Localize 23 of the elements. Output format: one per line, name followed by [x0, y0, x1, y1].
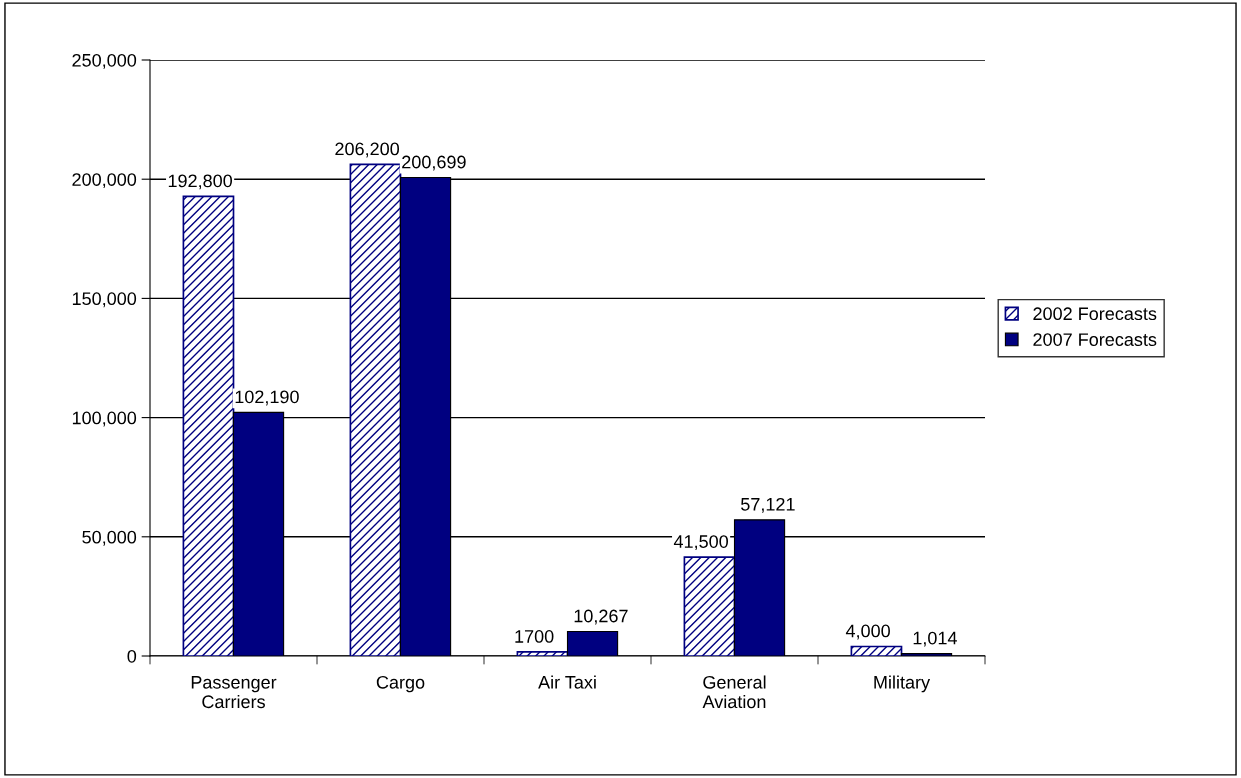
x-tick-label: Passenger Carriers — [191, 676, 277, 709]
data-label: 1700 — [515, 630, 554, 643]
x-tick-label: Military — [874, 675, 931, 693]
data-label: 1,014 — [913, 631, 957, 647]
data-label: 192,800 — [168, 174, 233, 190]
data-label: 10,267 — [574, 609, 628, 625]
y-tick-label: 250,000 — [72, 53, 137, 69]
x-tick-label: Cargo — [376, 675, 425, 693]
x-tick-label: Air Taxi — [538, 675, 596, 689]
y-tick-label: 0 — [127, 649, 137, 663]
data-label: 206,200 — [335, 142, 400, 158]
legend-label: 2007 Forecasts — [1033, 333, 1157, 346]
data-label: 4,000 — [845, 624, 890, 640]
y-tick-label: 100,000 — [72, 411, 137, 427]
y-tick-label: 150,000 — [72, 292, 137, 308]
data-label: 41,500 — [673, 535, 729, 551]
y-tick-label: 200,000 — [72, 173, 137, 189]
data-label: 200,699 — [402, 155, 466, 171]
legend-label: 2002 Forecasts — [1033, 307, 1157, 321]
x-tick-label: General Aviation — [702, 675, 766, 709]
y-tick-label: 50,000 — [82, 530, 137, 546]
data-label: 102,190 — [235, 390, 299, 406]
data-label: 57,121 — [741, 497, 795, 513]
